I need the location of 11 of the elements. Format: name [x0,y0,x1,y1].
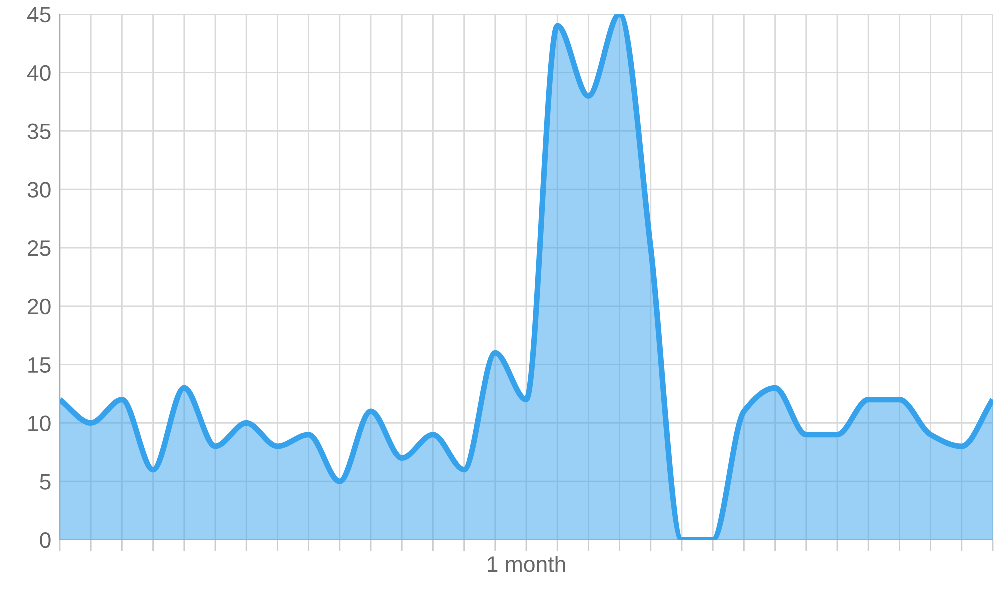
y-tick-label: 5 [40,474,51,490]
y-tick-label: 25 [28,240,51,256]
y-tick-label: 45 [27,7,51,23]
x-tick-label: 1 month [488,556,566,572]
y-tick-label: 15 [28,358,51,374]
y-tick-label: 0 [40,532,51,548]
y-tick-label: 40 [27,65,51,82]
y-tick-label: 10 [28,416,51,432]
y-tick-label: 30 [28,182,51,198]
y-tick-label: 35 [28,124,51,140]
y-tick-label: 20 [28,298,51,315]
